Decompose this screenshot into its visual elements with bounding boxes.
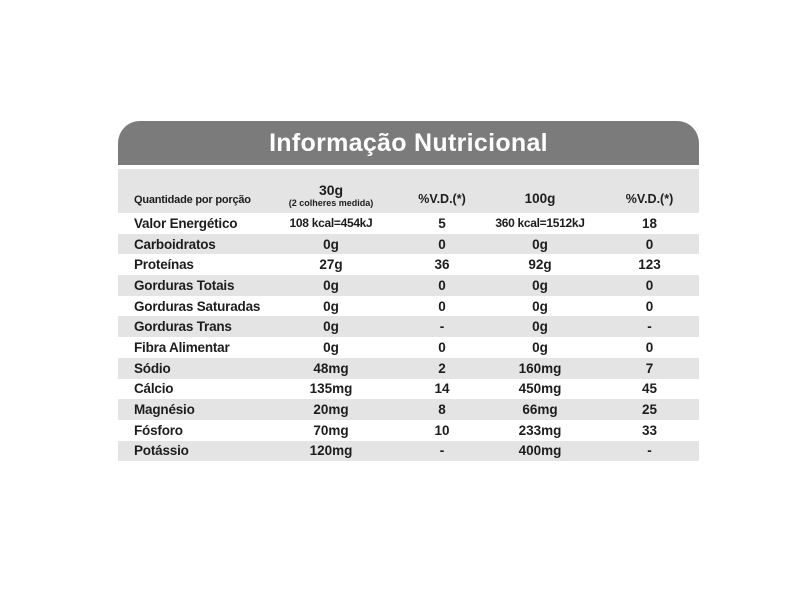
- value-vd-100g: -: [647, 443, 652, 459]
- value-vd-100g: 123: [638, 257, 661, 273]
- table-row: Valor Energético 108 kcal=454kJ 5 360 kcal=…: [118, 213, 699, 234]
- table-row: Gorduras Trans 0g - 0g -: [118, 316, 699, 338]
- table-row: Gorduras Totais 0g 0 0g 0: [118, 275, 699, 296]
- table-body: Valor Energético 108 kcal=454kJ 5 360 kcal=…: [118, 213, 699, 462]
- value-per-100g: 92g: [528, 257, 552, 273]
- value-per-100g: 0g: [532, 277, 548, 293]
- value-vd-serving: -: [439, 319, 445, 335]
- nutrient-label: Gorduras Trans: [134, 319, 232, 335]
- value-vd-serving: -: [439, 443, 445, 459]
- value-vd-serving: 0: [438, 339, 446, 355]
- value-vd-100g: 25: [641, 402, 658, 418]
- column-header-vd-serving: %V.D.(*): [418, 192, 466, 206]
- value-vd-100g: 7: [645, 360, 654, 376]
- value-per-100g: 0g: [532, 319, 548, 335]
- value-per-100g: 233mg: [518, 422, 562, 438]
- value-vd-100g: 45: [641, 381, 658, 397]
- value-per-serving: 0g: [323, 298, 339, 314]
- value-vd-100g: 33: [641, 422, 658, 438]
- value-vd-serving: 10: [434, 422, 450, 438]
- nutrient-label: Proteínas: [134, 257, 194, 273]
- table-row: Gorduras Saturadas 0g 0 0g 0: [118, 296, 699, 317]
- value-per-100g: 160mg: [518, 360, 562, 376]
- value-per-serving: 120mg: [309, 443, 353, 459]
- value-per-serving: 135mg: [309, 381, 353, 397]
- serving-size-note: (2 colheres medida): [288, 198, 374, 208]
- table-row: Fósforo 70mg 10 233mg 33: [118, 420, 699, 441]
- table-row: Fibra Alimentar 0g 0 0g 0: [118, 337, 699, 358]
- value-per-100g: 360 kcal=1512kJ: [495, 216, 585, 231]
- value-per-100g: 0g: [532, 236, 548, 252]
- card-title: Informação Nutricional: [269, 128, 548, 157]
- nutrient-label: Valor Energético: [134, 215, 238, 231]
- table-row: Potássio 120mg - 400mg -: [118, 440, 699, 462]
- value-vd-100g: 0: [645, 277, 654, 293]
- value-vd-serving: 2: [438, 360, 446, 376]
- nutrient-label: Fibra Alimentar: [134, 339, 230, 355]
- value-per-serving: 108 kcal=454kJ: [289, 216, 373, 231]
- serving-size-value: 30g: [318, 182, 344, 198]
- column-header-100g: 100g: [524, 191, 556, 206]
- nutrient-label: Carboidratos: [134, 236, 216, 252]
- value-vd-serving: 0: [438, 277, 446, 293]
- nutrient-label: Magnésio: [134, 402, 195, 418]
- nutrient-label: Gorduras Saturadas: [134, 298, 261, 314]
- value-per-serving: 70mg: [313, 422, 349, 438]
- column-header-quantity-per-portion: Quantidade por porção: [134, 194, 251, 206]
- value-vd-serving: 14: [434, 381, 450, 397]
- value-vd-100g: 18: [641, 215, 658, 231]
- value-per-serving: 20mg: [313, 402, 349, 418]
- value-per-serving: 48mg: [313, 360, 349, 376]
- table-row: Carboidratos 0g 0 0g 0: [118, 233, 699, 255]
- value-per-100g: 0g: [532, 339, 548, 355]
- value-vd-serving: 0: [438, 236, 446, 252]
- value-vd-serving: 8: [438, 402, 446, 418]
- value-per-100g: 0g: [532, 298, 548, 314]
- nutrient-label: Sódio: [134, 360, 171, 376]
- card-header-banner: Informação Nutricional: [118, 121, 699, 165]
- value-per-serving: 0g: [323, 277, 339, 293]
- value-vd-100g: 0: [645, 236, 654, 252]
- value-vd-100g: 0: [645, 339, 654, 355]
- table-header-row: Quantidade por porção 30g (2 colheres me…: [118, 169, 699, 213]
- nutrient-label: Fósforo: [134, 422, 183, 438]
- value-per-serving: 0g: [323, 339, 339, 355]
- value-vd-serving: 0: [438, 298, 446, 314]
- table-row: Proteínas 27g 36 92g 123: [118, 254, 699, 275]
- nutrient-label: Cálcio: [134, 381, 174, 397]
- value-per-100g: 66mg: [522, 402, 558, 418]
- value-vd-100g: -: [647, 319, 652, 335]
- table-row: Cálcio 135mg 14 450mg 45: [118, 379, 699, 400]
- value-vd-serving: 5: [438, 215, 446, 231]
- nutrient-label: Gorduras Totais: [134, 277, 235, 293]
- nutrient-label: Potássio: [134, 443, 189, 459]
- table-row: Sódio 48mg 2 160mg 7: [118, 357, 699, 379]
- value-per-serving: 0g: [323, 236, 339, 252]
- value-vd-100g: 0: [645, 298, 654, 314]
- column-header-serving-size: 30g (2 colheres medida): [258, 169, 404, 213]
- value-per-serving: 27g: [319, 257, 343, 273]
- value-vd-serving: 36: [434, 257, 450, 273]
- value-per-serving: 0g: [323, 319, 339, 335]
- value-per-100g: 450mg: [518, 381, 562, 397]
- nutrition-facts-card: Informação Nutricional Quantidade por po…: [118, 121, 699, 462]
- column-header-vd-100g: %V.D.(*): [625, 192, 674, 206]
- value-per-100g: 400mg: [518, 443, 562, 459]
- table-row: Magnésio 20mg 8 66mg 25: [118, 399, 699, 420]
